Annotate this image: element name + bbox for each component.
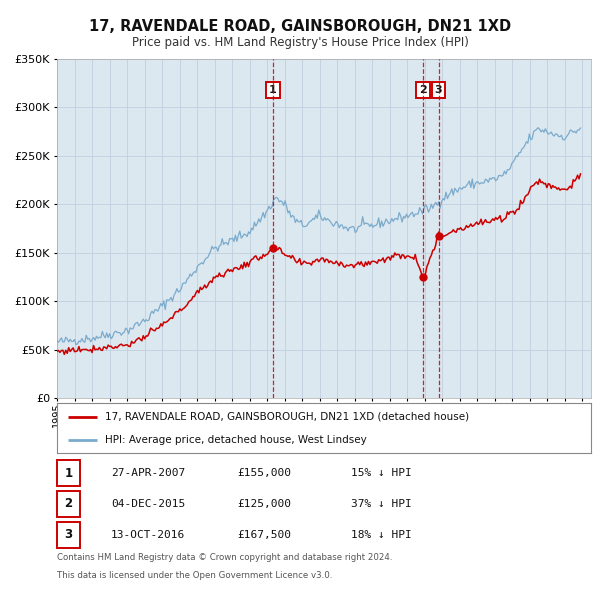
Text: 17, RAVENDALE ROAD, GAINSBOROUGH, DN21 1XD: 17, RAVENDALE ROAD, GAINSBOROUGH, DN21 1… xyxy=(89,19,511,34)
Text: 18% ↓ HPI: 18% ↓ HPI xyxy=(351,530,412,539)
Text: Contains HM Land Registry data © Crown copyright and database right 2024.: Contains HM Land Registry data © Crown c… xyxy=(57,553,392,562)
Text: 13-OCT-2016: 13-OCT-2016 xyxy=(111,530,185,539)
Text: 2: 2 xyxy=(64,497,73,510)
Text: HPI: Average price, detached house, West Lindsey: HPI: Average price, detached house, West… xyxy=(105,435,367,445)
Text: This data is licensed under the Open Government Licence v3.0.: This data is licensed under the Open Gov… xyxy=(57,571,332,579)
Text: 17, RAVENDALE ROAD, GAINSBOROUGH, DN21 1XD (detached house): 17, RAVENDALE ROAD, GAINSBOROUGH, DN21 1… xyxy=(105,411,469,421)
Text: 04-DEC-2015: 04-DEC-2015 xyxy=(111,499,185,509)
Text: 3: 3 xyxy=(434,85,442,95)
Text: £125,000: £125,000 xyxy=(237,499,291,509)
Text: 27-APR-2007: 27-APR-2007 xyxy=(111,468,185,478)
Text: 37% ↓ HPI: 37% ↓ HPI xyxy=(351,499,412,509)
Text: 2: 2 xyxy=(419,85,427,95)
Text: £155,000: £155,000 xyxy=(237,468,291,478)
Text: 1: 1 xyxy=(64,467,73,480)
Text: £167,500: £167,500 xyxy=(237,530,291,539)
Text: 3: 3 xyxy=(64,528,73,541)
Text: 1: 1 xyxy=(269,85,277,95)
Text: Price paid vs. HM Land Registry's House Price Index (HPI): Price paid vs. HM Land Registry's House … xyxy=(131,36,469,49)
Text: 15% ↓ HPI: 15% ↓ HPI xyxy=(351,468,412,478)
